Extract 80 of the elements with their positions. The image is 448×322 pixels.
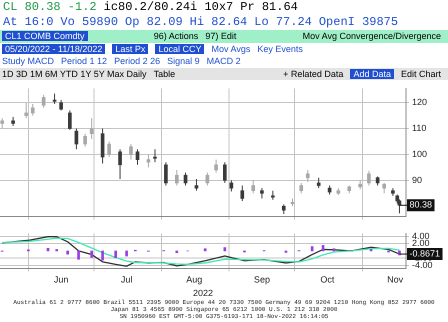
- text: Lo 77.24: [254, 15, 312, 29]
- text: Last Px: [112, 44, 148, 54]
- candlestick: [282, 204, 286, 215]
- y-tick-label: 110: [412, 123, 426, 134]
- text: OpenI 39875: [318, 15, 398, 29]
- x-tick-label: Aug: [186, 274, 202, 284]
- x-tick-label: Oct: [320, 274, 335, 284]
- candlestick: [129, 144, 133, 160]
- candlestick: [30, 103, 35, 116]
- text: Pr 81.64: [240, 0, 298, 14]
- candlestick: [206, 172, 210, 186]
- x-tick-label: Jun: [54, 274, 68, 284]
- x-axis-title: 2022: [192, 288, 214, 298]
- candlestick: [260, 188, 264, 199]
- candlestick: [42, 94, 46, 108]
- text: Period 2 26: [114, 56, 160, 66]
- candlestick: [240, 185, 244, 202]
- text: ic80.2/80.24i 10x7: [104, 0, 234, 14]
- text: Study MACD: [2, 56, 54, 66]
- candlestick: [223, 162, 227, 184]
- candlestick: [59, 100, 63, 111]
- text: 96) Actions: [154, 31, 198, 42]
- text: Op 82.09: [125, 15, 183, 29]
- text: Add Data: [350, 68, 394, 79]
- candlestick: [230, 180, 234, 192]
- y-tick-label: 4.00: [412, 230, 430, 241]
- annotation: 80.38: [410, 200, 432, 210]
- text: MACD 2: [206, 56, 241, 66]
- text: Period 1 12: [61, 56, 108, 66]
- candlestick: [251, 180, 256, 194]
- candlestick: [382, 182, 386, 194]
- text: CL 80.38 -1.2: [3, 0, 97, 14]
- y-tick-label: 90: [412, 174, 422, 185]
- text: At 16:0: [3, 15, 54, 29]
- candlestick: [118, 148, 122, 180]
- candlestick: [107, 140, 111, 158]
- text: Key Events: [257, 44, 303, 54]
- candlestick: [376, 176, 380, 186]
- candlestick: [367, 170, 371, 186]
- candlestick: [328, 185, 332, 196]
- candlestick: [271, 190, 275, 200]
- candlestick: [24, 102, 28, 119]
- chart-title: CL1 COMB Comdty: [2, 31, 88, 42]
- candlestick: [83, 133, 87, 148]
- x-tick-label: Jul: [120, 274, 132, 284]
- y-tick-label: 120: [412, 97, 428, 108]
- text: Vo 59890: [60, 15, 118, 29]
- candlestick: [136, 148, 140, 166]
- candlestick: [146, 154, 150, 168]
- candlestick: [316, 177, 321, 189]
- candlestick: [184, 172, 188, 186]
- text: Signal 9: [167, 56, 200, 66]
- annotation: -0.8671: [410, 248, 440, 259]
- candlestick: [100, 128, 104, 164]
- x-tick-label: Sep: [254, 274, 270, 284]
- candlestick: [214, 159, 218, 174]
- candlestick: [174, 169, 179, 186]
- candlestick: [299, 182, 304, 194]
- text: 97) Edit: [205, 31, 236, 42]
- candlestick: [74, 128, 78, 150]
- candlestick: [398, 198, 402, 214]
- candlestick: [164, 162, 168, 186]
- text: Mov Avgs: [211, 44, 250, 54]
- candlestick: [194, 178, 198, 192]
- text: 05/20/2022 - 11/18/2022: [2, 44, 106, 54]
- candlestick: [153, 148, 157, 163]
- text: Hi 82.64: [190, 15, 248, 29]
- candlestick: [90, 118, 94, 140]
- text: Edit Chart: [400, 68, 441, 79]
- text: Local CCY: [155, 44, 204, 54]
- text: 1D 3D 1M 6M YTD 1Y 5Y Max Daily: [2, 68, 147, 79]
- y-tick-label: 2.00: [412, 238, 430, 248]
- text: Table: [154, 68, 176, 79]
- candlestick: [306, 169, 310, 182]
- y-tick-label: 100: [412, 148, 428, 159]
- x-tick-label: Nov: [387, 274, 404, 284]
- chart-subtitle: Mov Avg Convergence/Divergence: [302, 31, 442, 42]
- candlestick: [52, 93, 56, 104]
- text: + Related Data: [283, 68, 344, 79]
- candlestick: [68, 110, 72, 130]
